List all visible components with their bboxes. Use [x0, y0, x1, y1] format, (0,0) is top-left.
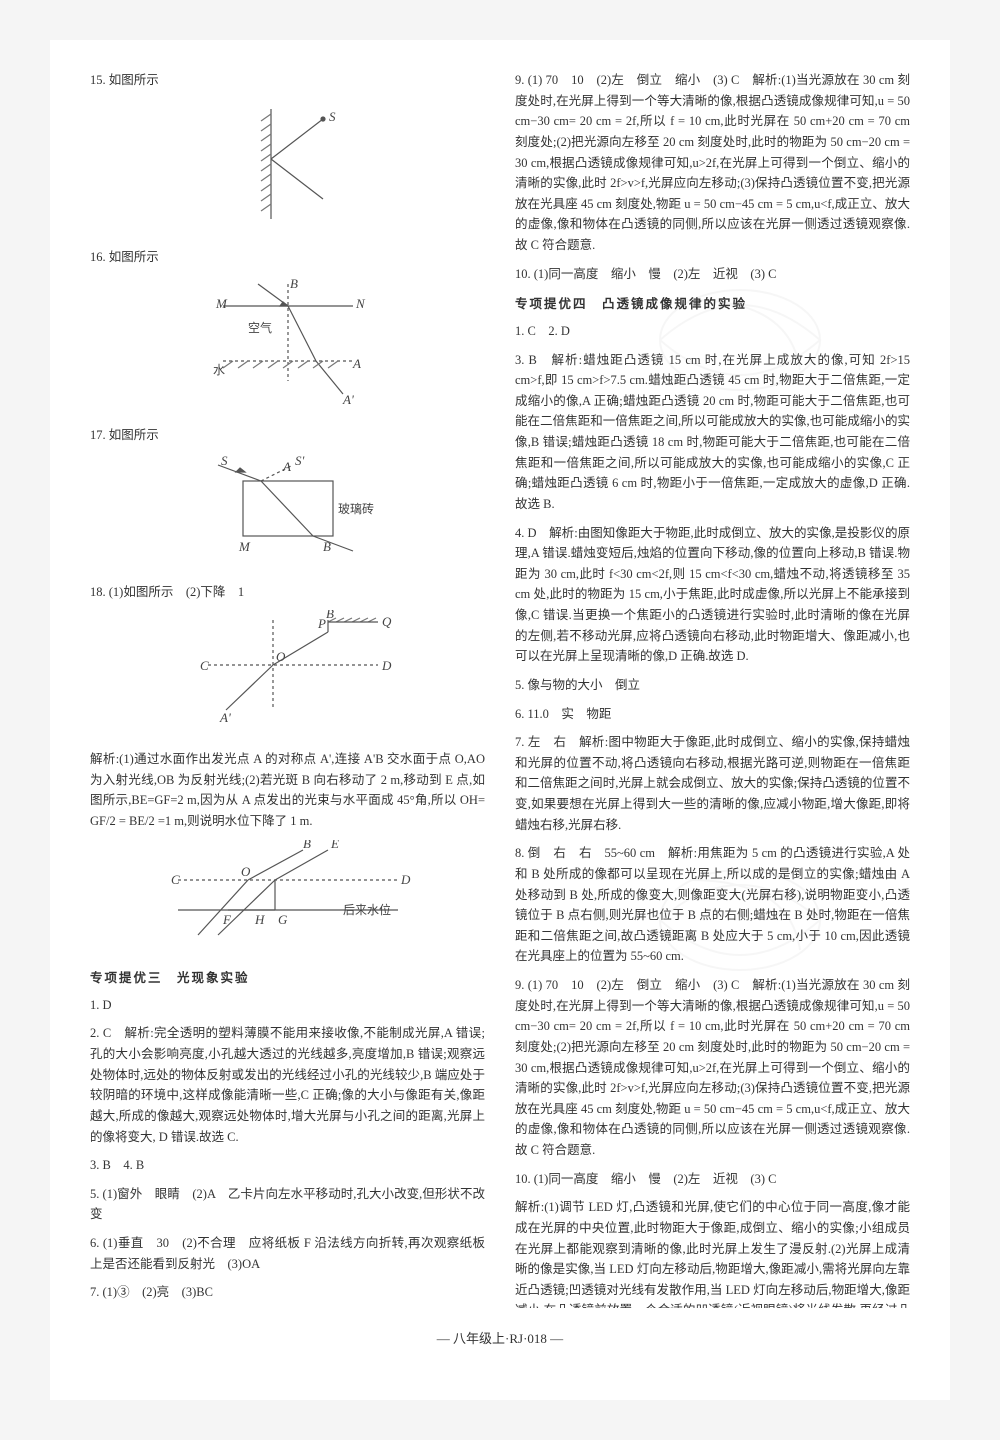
q17-label: 17. 如图所示	[90, 428, 159, 442]
svg-text:G: G	[278, 912, 288, 927]
s4-q10: 10. (1)同一高度 缩小 慢 (2)左 近视 (3) C	[515, 1169, 910, 1190]
svg-text:A': A'	[342, 392, 354, 406]
svg-text:水: 水	[213, 363, 225, 377]
svg-text:H: H	[254, 912, 265, 927]
s4-q6: 6. 11.0 实 物距	[515, 704, 910, 725]
svg-text:D: D	[400, 872, 411, 887]
svg-text:E: E	[330, 840, 339, 851]
s3-q2: 2. C 解析:完全透明的塑料薄膜不能用来接收像,不能制成光屏,A 错误;孔的大…	[90, 1023, 485, 1147]
r-q10: 10. (1)同一高度 缩小 慢 (2)左 近视 (3) C	[515, 264, 910, 285]
r-q9: 9. (1) 70 10 (2)左 倒立 缩小 (3) C 解析:(1)当光源放…	[515, 70, 910, 256]
svg-text:空气: 空气	[248, 320, 272, 335]
svg-text:Q: Q	[382, 614, 392, 629]
s3-q3: 3. B 4. B	[90, 1155, 485, 1176]
q18-diagram: C D B P Q O A'	[90, 610, 485, 737]
svg-text:P: P	[317, 616, 326, 631]
svg-text:C: C	[171, 872, 180, 887]
q18-diagram2: C D O B E F H G 后来水位	[90, 840, 485, 957]
q18: 18. (1)如图所示 (2)下降 1	[90, 582, 485, 603]
q15: 15. 如图所示	[90, 70, 485, 91]
svg-text:玻璃砖: 玻璃砖	[338, 501, 374, 516]
s3-q7: 7. (1)③ (2)亮 (3)BC	[90, 1282, 485, 1303]
svg-text:C: C	[200, 658, 209, 673]
page-footer: — 八年级上·RJ·018 —	[90, 1328, 910, 1350]
svg-text:A: A	[352, 356, 361, 371]
svg-text:S': S'	[295, 453, 305, 468]
q16-label: 16. 如图所示	[90, 250, 159, 264]
s3-q1: 1. D	[90, 995, 485, 1016]
q18-label: 18. (1)如图所示 (2)下降 1	[90, 585, 244, 599]
section4-title: 专项提优四 凸透镜成像规律的实验	[515, 294, 910, 315]
svg-text:后来水位: 后来水位	[343, 902, 391, 917]
right-column: 9. (1) 70 10 (2)左 倒立 缩小 (3) C 解析:(1)当光源放…	[515, 70, 910, 1308]
section3-title: 专项提优三 光现象实验	[90, 968, 485, 989]
svg-text:B: B	[326, 610, 334, 621]
s3-q5: 5. (1)窗外 眼睛 (2)A 乙卡片向左水平移动时,孔大小改变,但形状不改变	[90, 1184, 485, 1225]
q18-explain: 解析:(1)通过水面作出发光点 A 的对称点 A',连接 A'B 交水面于点 O…	[90, 749, 485, 832]
s4-q5: 5. 像与物的大小 倒立	[515, 675, 910, 696]
s3-q6: 6. (1)垂直 30 (2)不合理 应将纸板 F 沿法线方向折转,再次观察纸板…	[90, 1233, 485, 1274]
svg-text:N: N	[355, 296, 366, 311]
q17-diagram: A S S' M B 玻璃砖	[90, 453, 485, 570]
q17: 17. 如图所示	[90, 425, 485, 446]
s4-q8: 8. 倒 右 右 55~60 cm 解析:用焦距为 5 cm 的凸透镜进行实验,…	[515, 843, 910, 967]
s4-q4: 4. D 解析:由图知像距大于物距,此时成倒立、放大的实像,是投影仪的原理,A …	[515, 523, 910, 667]
svg-text:S: S	[221, 453, 228, 468]
svg-text:B: B	[303, 840, 311, 851]
svg-text:M: M	[238, 539, 251, 554]
s4-q1: 1. C 2. D	[515, 321, 910, 342]
q15-diagram: S	[90, 99, 485, 236]
svg-text:O: O	[241, 864, 251, 879]
svg-text:A': A'	[219, 710, 231, 725]
svg-text:B: B	[290, 276, 298, 291]
s4-q9: 9. (1) 70 10 (2)左 倒立 缩小 (3) C 解析:(1)当光源放…	[515, 975, 910, 1161]
svg-text:M: M	[215, 296, 228, 311]
svg-text:D: D	[381, 658, 392, 673]
q15-label: 15. 如图所示	[90, 73, 159, 87]
s4-q10-explain: 解析:(1)调节 LED 灯,凸透镜和光屏,使它们的中心位于同一高度,像才能成在…	[515, 1197, 910, 1308]
left-column: 15. 如图所示	[90, 70, 485, 1308]
svg-text:A: A	[282, 459, 291, 474]
s4-q3: 3. B 解析:蜡烛距凸透镜 15 cm 时,在光屏上成放大的像,可知 2f>1…	[515, 350, 910, 515]
q16: 16. 如图所示	[90, 247, 485, 268]
q16-diagram: M N B 空气 水 A' A	[90, 276, 485, 413]
svg-text:B: B	[323, 539, 331, 554]
svg-text:F: F	[222, 912, 232, 927]
svg-text:S: S	[329, 109, 336, 124]
s4-q7: 7. 左 右 解析:图中物距大于像距,此时成倒立、缩小的实像,保持蜡烛和光屏的位…	[515, 732, 910, 835]
svg-text:O: O	[276, 649, 286, 664]
